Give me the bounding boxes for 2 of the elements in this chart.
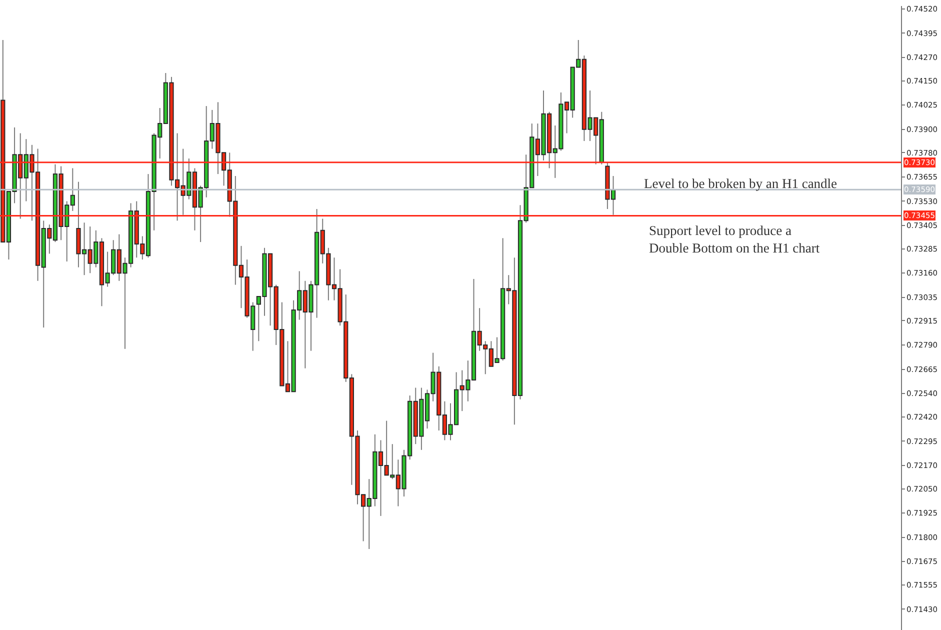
annotation: Support level to produce a Double Bottom on the H1 chart (649, 223, 820, 256)
annotation: Level to be broken by an H1 candle (644, 176, 838, 191)
